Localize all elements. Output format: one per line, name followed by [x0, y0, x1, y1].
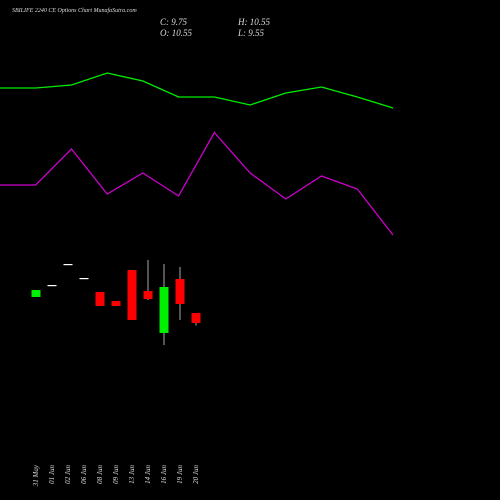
candle-body — [79, 278, 89, 280]
x-tick-label: 31 May — [32, 464, 40, 487]
candle-body — [111, 301, 121, 306]
chart-title: SBILIFE 2240 CE Options Chart MunafaSutr… — [12, 7, 137, 14]
x-tick-label: 19 Jun — [176, 465, 184, 484]
x-tick-label: 01 Jun — [48, 465, 56, 484]
indicator-line — [0, 72, 394, 109]
candle-body — [175, 279, 185, 304]
candle-body — [159, 287, 169, 333]
x-tick-label: 14 Jun — [144, 465, 152, 484]
close-label: C: 9.75 — [160, 17, 188, 27]
x-tick-label: 08 Jun — [96, 465, 104, 484]
candle-body — [127, 270, 137, 320]
open-label: O: 10.55 — [160, 28, 192, 38]
x-tick-label: 06 Jun — [80, 465, 88, 484]
candle-body — [47, 285, 57, 287]
candle-body — [31, 290, 41, 297]
indicator-line — [0, 131, 394, 236]
x-tick-label: 02 Jun — [64, 465, 72, 484]
x-tick-label: 13 Jun — [128, 465, 136, 484]
x-tick-label: 20 Jun — [192, 465, 200, 484]
candle-body — [191, 313, 201, 323]
candle-body — [143, 291, 153, 299]
candle-body — [63, 264, 73, 266]
low-label: L: 9.55 — [237, 28, 265, 38]
x-tick-label: 09 Jun — [112, 465, 120, 484]
high-label: H: 10.55 — [237, 17, 270, 27]
candle-body — [95, 292, 105, 306]
x-tick-label: 16 Jun — [160, 465, 168, 484]
